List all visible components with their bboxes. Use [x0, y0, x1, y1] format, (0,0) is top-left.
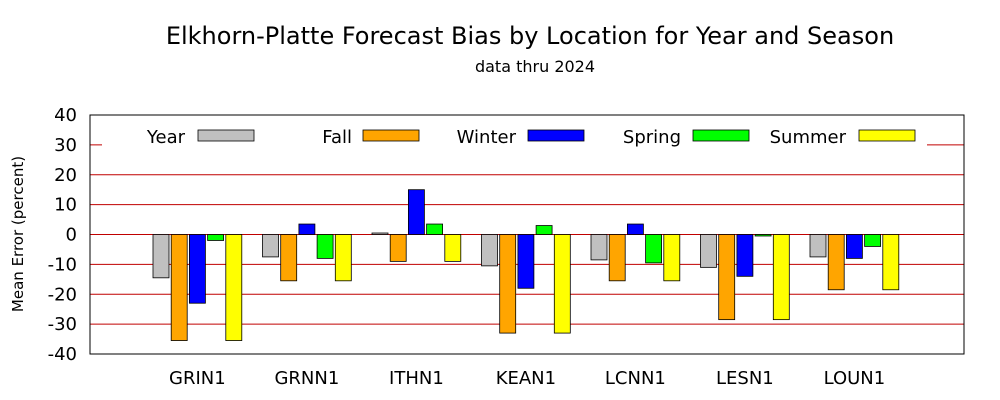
bar-year	[590, 234, 608, 261]
bar-winter	[298, 223, 316, 235]
y-tick-label: 40	[54, 105, 77, 126]
y-axis-label: Mean Error (percent)	[9, 156, 27, 312]
bar-fall	[827, 234, 845, 291]
bar-winter	[407, 189, 425, 235]
legend-swatch-summer	[858, 129, 916, 142]
legend-label-summer: Summer	[770, 127, 847, 148]
bars	[152, 189, 900, 341]
bar-year	[371, 232, 389, 235]
legend-label-spring: Spring	[623, 127, 681, 148]
bar-spring	[207, 234, 225, 241]
bar-winter	[846, 234, 863, 259]
bar-year	[152, 234, 170, 279]
bar-fall	[718, 234, 736, 321]
x-tick-label: ITHN1	[389, 368, 444, 389]
y-tick-label: 10	[54, 195, 77, 216]
legend-swatch-spring	[692, 129, 750, 142]
bar-winter	[188, 234, 206, 304]
bar-winter	[517, 234, 535, 289]
chart-title: Elkhorn-Platte Forecast Bias by Location…	[166, 22, 894, 50]
bar-year	[700, 234, 717, 268]
bar-fall	[499, 234, 517, 334]
x-tick-label: LCNN1	[605, 368, 666, 389]
bar-year	[809, 234, 827, 258]
legend-swatch-fall	[362, 129, 420, 142]
bar-spring	[535, 225, 553, 235]
bar-winter	[627, 223, 644, 235]
bar-summer	[663, 234, 681, 282]
y-tick-label: -20	[48, 284, 77, 305]
legend-label-winter: Winter	[457, 127, 517, 148]
x-tick-label: GRIN1	[169, 368, 226, 389]
legend-swatch-year	[197, 129, 255, 142]
legend-label-year: Year	[146, 127, 186, 148]
bar-year	[481, 234, 498, 267]
bar-spring	[754, 234, 772, 237]
bar-spring	[426, 223, 444, 235]
bar-fall	[608, 234, 626, 282]
y-tick-label: -10	[48, 254, 77, 275]
y-tick-label: -40	[48, 344, 77, 365]
x-tick-label: GRNN1	[274, 368, 339, 389]
bar-summer	[553, 234, 571, 334]
bar-fall	[280, 234, 298, 282]
bar-winter	[736, 234, 754, 277]
bar-year	[262, 234, 279, 258]
legend-label-fall: Fall	[322, 127, 352, 148]
y-tick-label: 30	[54, 135, 77, 156]
bar-summer	[772, 234, 790, 321]
plot-frame	[89, 114, 965, 355]
bar-fall	[389, 234, 407, 262]
x-tick-label: LOUN1	[824, 368, 886, 389]
legend-swatch-winter	[527, 129, 585, 142]
bar-spring	[864, 234, 881, 247]
bar-spring	[645, 234, 662, 264]
bar-summer	[334, 234, 352, 282]
bar-summer	[225, 234, 243, 341]
axes: 40 30 20 10 0 -10 -20 -30 -40 GRIN1 GRNN1 ITHN1 KEAN…	[48, 105, 965, 389]
x-tick-label: LESN1	[716, 368, 774, 389]
bar-summer	[444, 234, 462, 262]
bar-fall	[170, 234, 188, 341]
legend: Year Fall Winter Spring Summer	[146, 127, 916, 148]
y-tick-label: 0	[66, 225, 77, 246]
chart-subtitle: data thru 2024	[475, 57, 595, 76]
x-tick-label: KEAN1	[496, 368, 556, 389]
bar-spring	[316, 234, 334, 259]
y-tick-label: 20	[54, 165, 77, 186]
y-tick-label: -30	[48, 314, 77, 335]
bar-summer	[882, 234, 900, 291]
